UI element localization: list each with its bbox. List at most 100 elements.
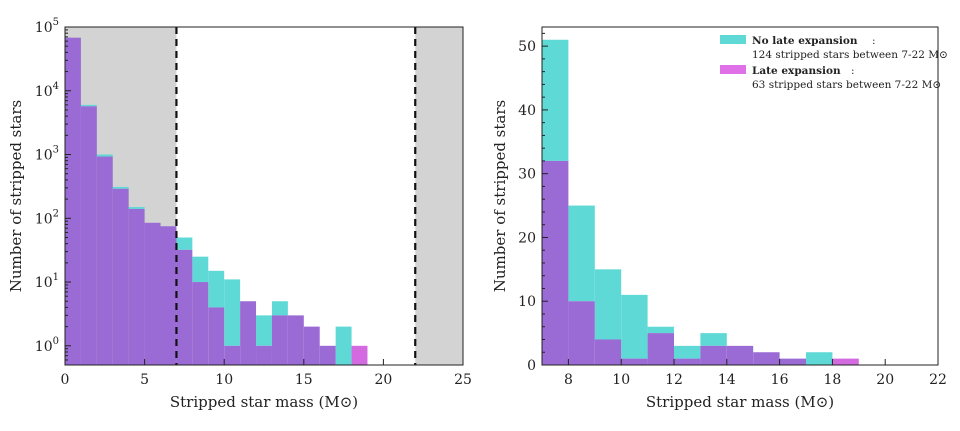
legend-title: Late expansion xyxy=(752,65,841,77)
histogram-bar xyxy=(335,326,352,365)
x-tick-label: 5 xyxy=(140,372,149,388)
right-plot-frame xyxy=(541,26,939,366)
overlap-bar xyxy=(287,315,304,365)
y-tick-label: 40 xyxy=(518,103,536,119)
late-expansion-bars xyxy=(351,345,368,365)
histogram-bar xyxy=(621,294,648,359)
overlap-bar xyxy=(594,339,622,365)
histogram-bar xyxy=(256,315,272,346)
histogram-bar xyxy=(832,358,859,365)
histogram-bar xyxy=(351,345,368,365)
y-tick-label: 30 xyxy=(518,167,536,183)
overlap-bar xyxy=(303,326,320,365)
histogram-bar xyxy=(176,237,193,250)
right-y-axis-label: Number of stripped stars xyxy=(491,100,509,292)
histogram-bar xyxy=(700,333,727,346)
histogram-bar xyxy=(568,205,595,302)
y-tick-label: 20 xyxy=(518,230,536,246)
overlap-bar xyxy=(96,156,113,365)
y-tick-label: 104 xyxy=(35,81,59,100)
y-tick-label: 10 xyxy=(518,294,536,310)
y-tick-label: 105 xyxy=(35,17,59,36)
right-panel-linear-histogram: 8 10 12 14 16 18 20 22 0 10 20 30 40 50 Stripped star… xyxy=(491,26,948,411)
x-tick-label: 20 xyxy=(876,372,894,388)
y-tick-label: 103 xyxy=(35,145,59,164)
excluded-region-high-mass xyxy=(415,27,463,365)
overlap-bar xyxy=(753,352,780,365)
histogram-bar xyxy=(112,186,129,189)
x-tick-label: 12 xyxy=(665,372,683,388)
legend-swatch xyxy=(720,65,746,74)
overlap-bar xyxy=(144,222,161,365)
x-tick-label: 18 xyxy=(823,372,841,388)
legend-swatch xyxy=(720,35,746,44)
legend-colon: : xyxy=(851,65,855,77)
legend-title: No late expansion xyxy=(752,35,858,47)
overlap-bar xyxy=(271,315,288,365)
histogram-bar xyxy=(647,326,674,334)
overlap-bar xyxy=(65,37,81,365)
left-panel-log-histogram: 0 5 10 15 20 25 100 101 102 103 104 105 Stripped st… xyxy=(7,17,472,411)
left-x-axis-label: Stripped star mass (M⊙) xyxy=(170,393,358,411)
overlap-bar xyxy=(700,345,727,365)
histogram-bar xyxy=(224,279,241,346)
y-tick-label: 102 xyxy=(35,208,59,227)
overlap-bar xyxy=(319,345,336,365)
x-tick-label: 10 xyxy=(612,372,630,388)
overlap-bar xyxy=(112,188,129,365)
overlap-bars xyxy=(542,160,806,365)
x-tick-label: 14 xyxy=(718,372,736,388)
histogram-bar xyxy=(674,345,701,359)
x-tick-label: 10 xyxy=(215,372,233,388)
legend-text: 124 stripped stars between 7-22 M⊙ xyxy=(752,49,948,61)
histogram-bar xyxy=(542,39,569,161)
overlap-bar xyxy=(674,358,701,365)
y-tick-label: 100 xyxy=(35,336,59,355)
legend-text: 63 stripped stars between 7-22 M⊙ xyxy=(752,79,941,91)
overlap-bar xyxy=(647,333,674,365)
y-tick-label: 50 xyxy=(518,39,536,55)
right-axis-ticks: 8 10 12 14 16 18 20 22 0 10 20 30 40 50 xyxy=(518,32,947,388)
legend: No late expansion: 124 stripped stars bet… xyxy=(720,35,948,91)
overlap-bar xyxy=(726,345,754,365)
x-tick-label: 15 xyxy=(295,372,313,388)
histogram-bar xyxy=(80,104,97,107)
overlap-bar xyxy=(621,358,648,365)
no-late-expansion-bars xyxy=(80,104,352,365)
overlap-bar xyxy=(160,226,177,365)
y-tick-label: 101 xyxy=(35,272,59,291)
overlap-bar xyxy=(779,358,806,365)
overlap-bars xyxy=(65,37,336,365)
left-plot-frame xyxy=(64,26,464,366)
left-y-axis-label: Number of stripped stars xyxy=(7,100,25,292)
legend-colon: : xyxy=(872,35,876,47)
x-tick-label: 22 xyxy=(929,372,947,388)
histogram-bar xyxy=(806,352,833,365)
x-tick-label: 8 xyxy=(564,372,573,388)
overlap-bar xyxy=(256,345,272,365)
right-x-axis-label: Stripped star mass (M⊙) xyxy=(646,393,834,411)
y-tick-label: 0 xyxy=(527,358,536,374)
overlap-bar xyxy=(568,301,595,365)
overlap-bar xyxy=(240,301,257,365)
overlap-bar xyxy=(542,160,569,365)
x-tick-label: 16 xyxy=(771,372,789,388)
x-tick-label: 25 xyxy=(454,372,472,388)
histogram-bar xyxy=(271,301,288,316)
overlap-bar xyxy=(128,208,145,365)
x-tick-label: 0 xyxy=(61,372,70,388)
histogram-bar xyxy=(208,270,225,308)
overlap-bar xyxy=(176,249,193,365)
late-expansion-bars xyxy=(832,358,859,365)
overlap-bar xyxy=(80,106,97,365)
histogram-bar xyxy=(128,207,145,209)
histogram-bar xyxy=(192,256,209,283)
no-late-expansion-bars xyxy=(542,39,833,365)
histogram-bar xyxy=(594,269,622,340)
mass-limit-lines xyxy=(175,27,417,365)
x-tick-label: 20 xyxy=(374,372,392,388)
overlap-bar xyxy=(192,282,209,365)
histogram-bar xyxy=(96,154,113,157)
overlap-bar xyxy=(208,307,225,365)
